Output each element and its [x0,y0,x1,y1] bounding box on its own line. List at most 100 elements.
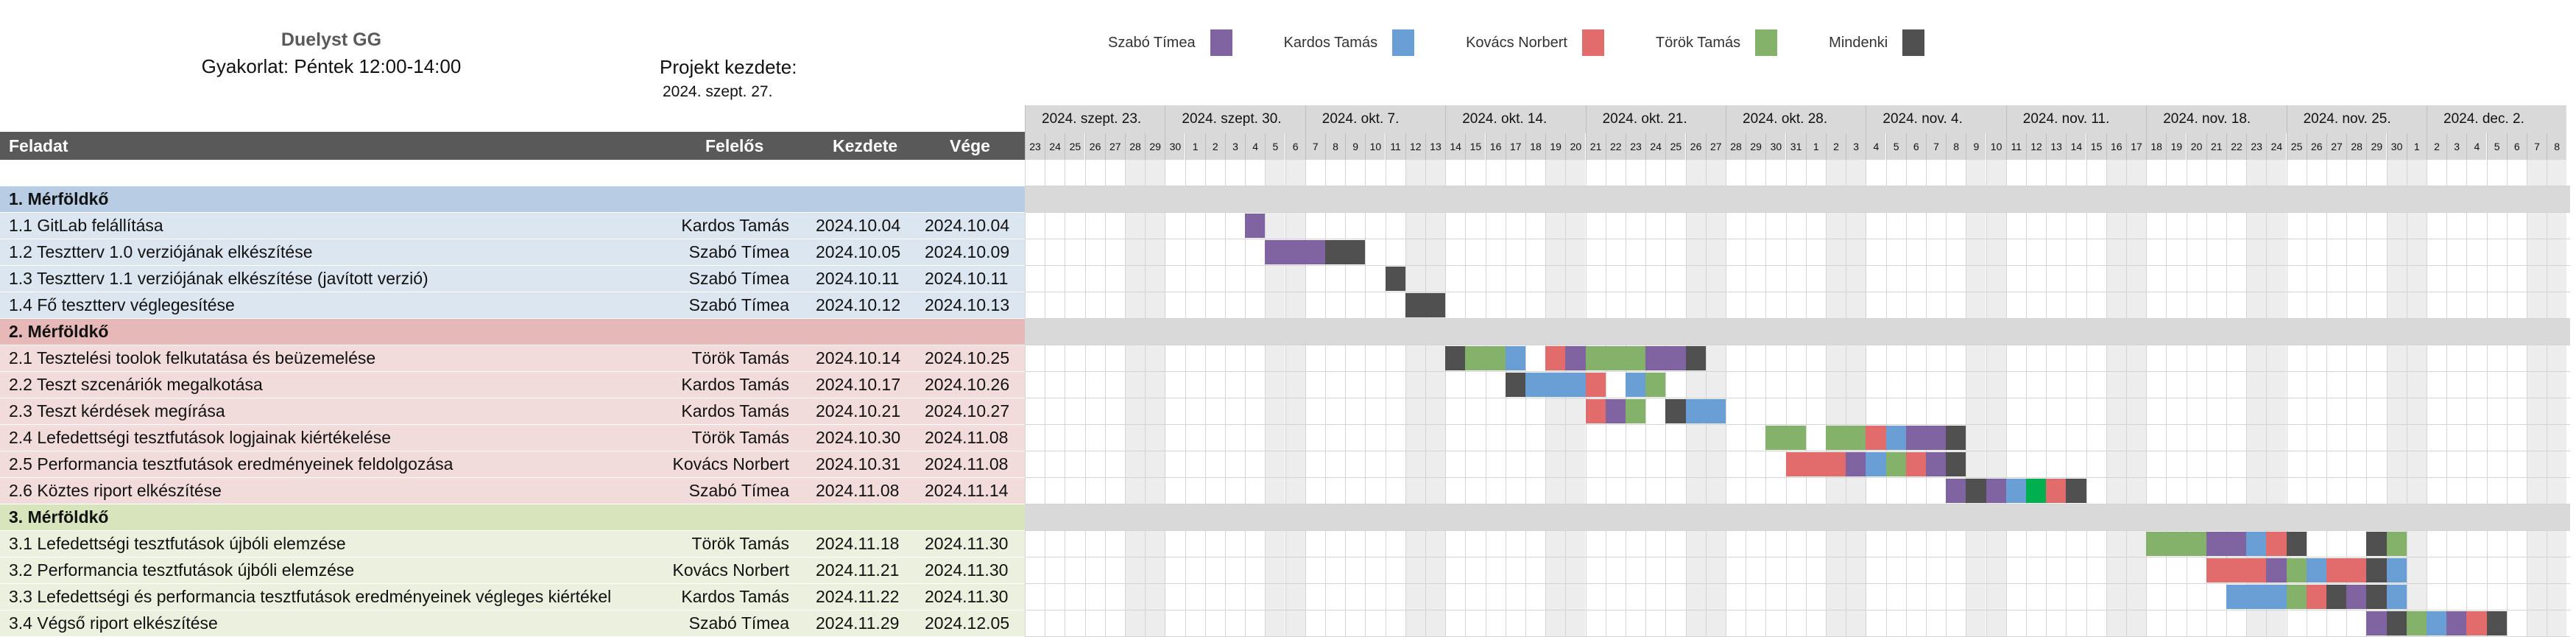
day-header: 6 [2506,133,2527,160]
gantt-bar[interactable] [1626,399,1646,423]
gantt-bar[interactable] [1605,399,1626,423]
gantt-bar[interactable] [1866,426,1886,450]
gantt-bar[interactable] [1585,399,1606,423]
gantt-bar[interactable] [1465,346,1506,370]
gantt-bar[interactable] [1946,479,1966,503]
gantt-bar[interactable] [1645,373,1666,397]
gantt-bar[interactable] [1885,426,1906,450]
gantt-bar[interactable] [2206,558,2267,583]
gantt-bar[interactable] [1385,267,1405,291]
gantt-bar[interactable] [1905,452,1926,476]
gantt-bar[interactable] [1245,214,1266,238]
gantt-bar[interactable] [2306,558,2326,583]
gantt-bar[interactable] [1946,452,1966,476]
gantt-bar[interactable] [2286,585,2307,609]
task-row[interactable]: 3.4 Végső riport elkészítése Szabó Tímea 2… [0,610,1025,636]
gantt-bar[interactable] [1826,426,1866,450]
task-row[interactable]: 1.1 GitLab felállítása Kardos Tamás 2024.1… [0,213,1025,239]
gantt-bar[interactable] [2427,611,2447,636]
day-column [1966,160,1986,637]
gantt-bar[interactable] [2386,558,2407,583]
milestone-row[interactable]: 3. Mérföldkő [0,504,1025,530]
gantt-bar[interactable] [2366,532,2387,556]
gantt-bar[interactable] [2466,611,2487,636]
gantt-bar[interactable] [2005,479,2026,503]
task-row[interactable]: 1.2 Tesztterv 1.0 verziójának elkészítés… [0,239,1025,265]
gantt-bar[interactable] [1585,346,1646,370]
gantt-bar[interactable] [2266,532,2287,556]
gantt-bar[interactable] [2486,611,2507,636]
gantt-bar[interactable] [1525,373,1586,397]
milestone-row[interactable]: 1. Mérföldkő [0,186,1025,212]
legend-swatch [1210,29,1232,56]
gantt-bar[interactable] [2366,585,2387,609]
gantt-bar[interactable] [1505,373,1525,397]
gantt-bar[interactable] [1445,346,1466,370]
gantt-bar[interactable] [1565,346,1586,370]
task-row[interactable]: 1.4 Fő tesztterv véglegesítése Szabó Tíme… [0,292,1025,318]
day-header: 26 [1685,133,1706,160]
gantt-bar[interactable] [2366,611,2387,636]
gantt-bar[interactable] [1885,452,1906,476]
task-row[interactable]: 2.5 Performancia tesztfutások eredményei… [0,451,1025,477]
gantt-bar[interactable] [2326,558,2367,583]
day-column [2306,160,2326,637]
gantt-bar[interactable] [2266,558,2287,583]
task-row[interactable]: 2.2 Teszt szcenáriók megalkotása Kardos T… [0,372,1025,398]
gantt-bar[interactable] [2366,558,2387,583]
day-header: 27 [2326,133,2346,160]
gantt-bar[interactable] [1986,479,2006,503]
gantt-bar[interactable] [2406,611,2427,636]
gantt-bar[interactable] [1846,452,1866,476]
gantt-bar[interactable] [2286,532,2307,556]
gantt-bar[interactable] [2226,585,2287,609]
milestone-row[interactable]: 2. Mérföldkő [0,319,1025,345]
gantt-bar[interactable] [1545,346,1566,370]
day-header: 14 [2066,133,2086,160]
gantt-bar[interactable] [2206,532,2247,556]
gantt-bar[interactable] [2066,479,2086,503]
grid-line [1025,318,2570,319]
task-row[interactable]: 3.3 Lefedettségi és performancia tesztfu… [0,584,1025,610]
gantt-bar[interactable] [1946,426,1966,450]
day-column [1826,160,1846,637]
task-row[interactable]: 2.4 Lefedettségi tesztfutások logjainak … [0,425,1025,451]
task-row[interactable]: 3.1 Lefedettségi tesztfutások újbóli ele… [0,531,1025,557]
gantt-bar[interactable] [2386,611,2407,636]
task-row[interactable]: 2.1 Tesztelési toolok felkutatása és beü… [0,345,1025,371]
gantt-bar[interactable] [2446,611,2467,636]
task-row[interactable]: 2.6 Köztes riport elkészítése Szabó Tímea… [0,478,1025,504]
gantt-bar[interactable] [1405,293,1446,317]
gantt-bar[interactable] [1645,346,1686,370]
gantt-bar[interactable] [1926,452,1947,476]
gantt-bar[interactable] [2246,532,2267,556]
gantt-bar[interactable] [2026,479,2047,503]
gantt-bar[interactable] [1325,240,1366,264]
day-header: 24 [1045,133,1065,160]
gantt-bar[interactable] [1665,399,1686,423]
gantt-bar[interactable] [1765,426,1806,450]
task-row[interactable]: 3.2 Performancia tesztfutások újbóli ele… [0,557,1025,583]
gantt-bar[interactable] [1966,479,1986,503]
gantt-bar[interactable] [2326,585,2347,609]
gantt-bar[interactable] [2046,479,2067,503]
day-column [2206,160,2226,637]
gantt-bar[interactable] [1265,240,1325,264]
gantt-bar[interactable] [1505,346,1525,370]
task-row[interactable]: 2.3 Teszt kérdések megírása Kardos Tamás 2… [0,398,1025,424]
gantt-bar[interactable] [2346,585,2367,609]
gantt-bar[interactable] [2146,532,2206,556]
gantt-bar[interactable] [1685,399,1726,423]
gantt-bar[interactable] [1866,452,1886,476]
gantt-bar[interactable] [2306,585,2326,609]
gantt-bar[interactable] [1585,373,1606,397]
gantt-bar[interactable] [1685,346,1706,370]
gantt-bar[interactable] [1905,426,1947,450]
gantt-bar[interactable] [2386,532,2407,556]
gantt-bar[interactable] [1626,373,1646,397]
task-row[interactable]: 1.3 Tesztterv 1.1 verziójának elkészítés… [0,266,1025,292]
task-owner: Szabó Tímea [688,295,789,314]
gantt-bar[interactable] [1785,452,1846,476]
gantt-bar[interactable] [2286,558,2307,583]
gantt-bar[interactable] [2386,585,2407,609]
